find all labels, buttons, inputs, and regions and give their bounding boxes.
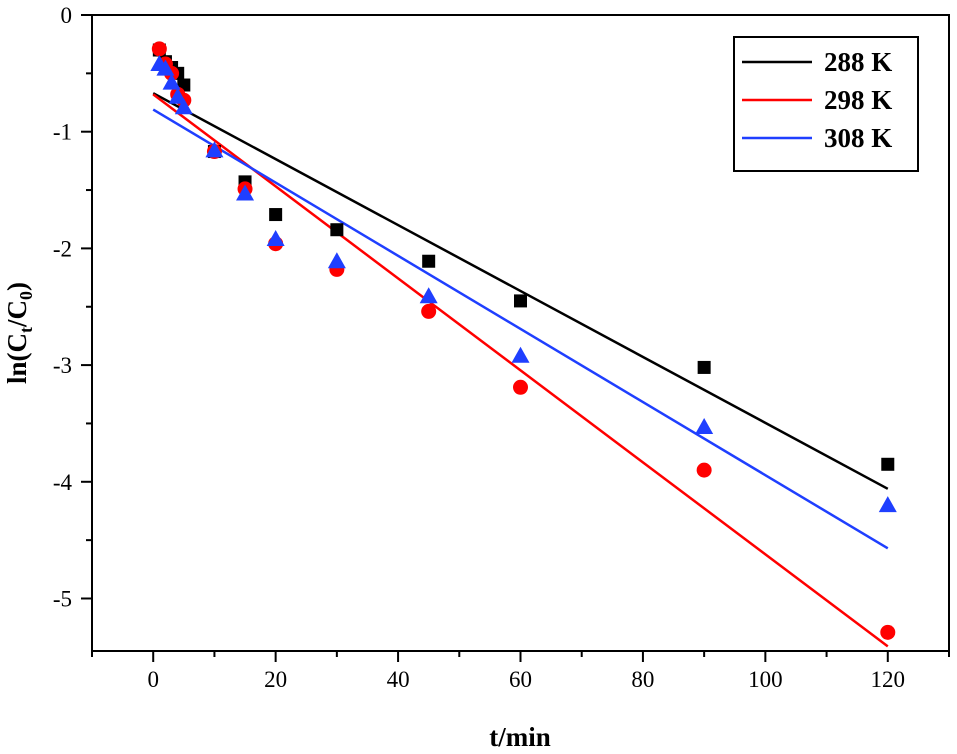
data-point	[422, 254, 436, 268]
x-tick-label: 80	[631, 667, 654, 692]
x-tick-label: 40	[387, 667, 410, 692]
data-point	[174, 98, 193, 115]
legend: 288 K 298 K 308 K	[733, 36, 919, 172]
y-axis-title-prefix: ln(C	[2, 333, 32, 384]
data-point	[205, 141, 224, 158]
x-tick-label: 100	[748, 667, 783, 692]
fit-lines	[152, 92, 889, 648]
y-tick-label: 0	[61, 3, 73, 28]
data-points	[150, 41, 897, 640]
data-point	[697, 360, 711, 374]
x-tick-label: 120	[871, 667, 906, 692]
x-tick-label: 60	[509, 667, 532, 692]
x-axis-title: t/min	[489, 722, 551, 752]
y-axis-title-mid: /C	[2, 300, 32, 328]
legend-label: 308 K	[824, 123, 892, 153]
y-tick-label: -1	[53, 120, 72, 145]
data-point	[696, 462, 712, 478]
data-point	[168, 87, 187, 104]
y-axis-title-suffix: )	[2, 282, 32, 291]
data-point	[881, 457, 895, 471]
y-axis-title-subscript-t: t	[16, 327, 36, 333]
data-point	[236, 184, 255, 201]
y-tick-label: -5	[53, 586, 72, 611]
data-point	[513, 379, 528, 395]
y-tick-label: -2	[53, 236, 72, 261]
legend-label: 298 K	[824, 85, 892, 115]
legend-box	[733, 36, 919, 172]
x-tick-label: 20	[264, 667, 287, 692]
y-axis-title: ln(Ct/C0)	[2, 282, 36, 384]
data-point	[878, 496, 897, 513]
data-point	[421, 303, 437, 319]
data-point	[880, 624, 896, 640]
data-point	[269, 208, 283, 222]
y-axis: 0 -1 -2 -3 -4 -5	[53, 3, 92, 611]
x-tick-label: 0	[147, 667, 159, 692]
fit-line	[152, 108, 889, 550]
fit-line	[152, 92, 889, 490]
data-point	[330, 223, 344, 237]
legend-label: 288 K	[824, 47, 892, 77]
y-tick-label: -3	[53, 353, 72, 378]
data-point	[156, 59, 175, 76]
data-point	[151, 41, 167, 57]
y-tick-label: -4	[53, 470, 73, 495]
data-point	[514, 294, 527, 308]
data-point	[511, 346, 530, 363]
data-point	[419, 287, 438, 304]
x-axis: 0 20 40 60 80 100 120	[91, 651, 950, 692]
data-point	[327, 252, 346, 269]
data-point	[695, 417, 714, 434]
y-axis-title-subscript-0: 0	[16, 291, 36, 300]
data-point	[266, 230, 285, 247]
fit-line	[152, 93, 889, 648]
data-point	[162, 73, 181, 90]
